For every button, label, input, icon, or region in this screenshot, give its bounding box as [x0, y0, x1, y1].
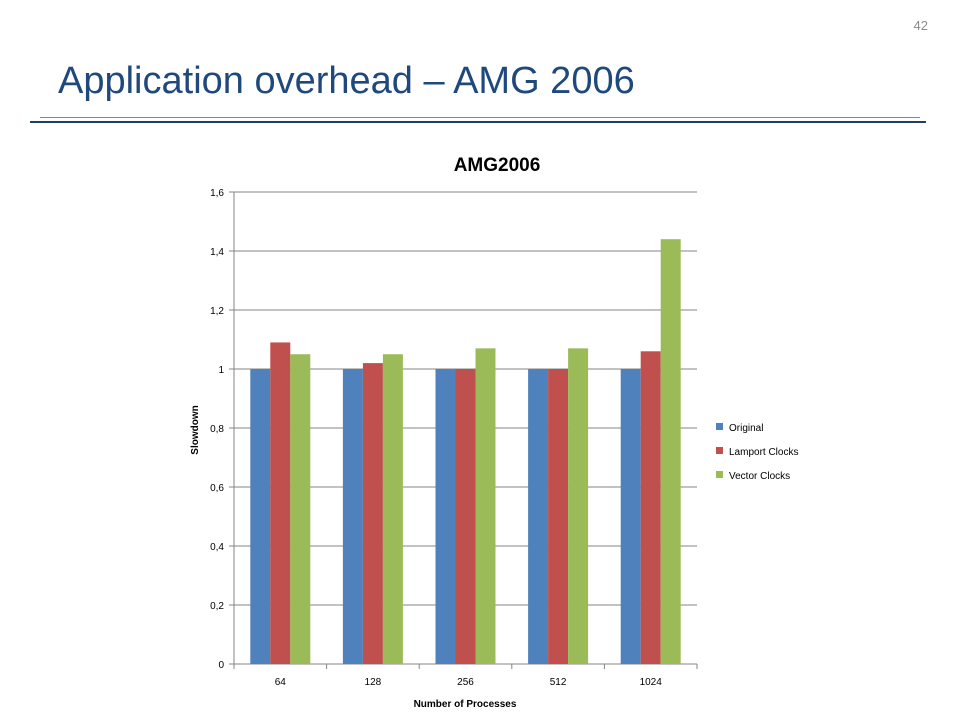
x-tick-label: 256	[457, 677, 474, 688]
legend: Original Lamport Clocks Vector Clocks	[716, 423, 798, 482]
legend-swatch	[716, 471, 723, 478]
y-tick-label: 1,2	[210, 306, 224, 317]
legend-swatch	[716, 447, 723, 454]
y-tick-label: 1,6	[210, 188, 224, 199]
chart-title: AMG2006	[454, 155, 541, 176]
bar	[342, 369, 363, 664]
bar	[382, 354, 403, 664]
slide-title: Application overhead – AMG 2006	[58, 60, 635, 102]
bar	[250, 369, 271, 664]
y-tick-label: 1	[218, 365, 224, 376]
bar	[528, 369, 549, 664]
bar	[455, 369, 476, 664]
title-underline-orange	[40, 117, 920, 118]
y-tick-label: 0,4	[210, 542, 224, 553]
y-tick-label: 0,6	[210, 483, 224, 494]
legend-label: Vector Clocks	[729, 471, 790, 482]
x-tick-label: 128	[365, 677, 382, 688]
title-underline-navy	[30, 121, 926, 123]
bar	[290, 354, 311, 664]
bar	[548, 369, 569, 664]
slide-number: 42	[913, 18, 928, 33]
bar	[362, 363, 383, 664]
plot-area: 0 0,2 0,4 0,6 0,8 1 1,2 1,4 1,6 64 128 256 512 1024	[210, 188, 698, 688]
y-tick-label: 1,4	[210, 247, 224, 258]
legend-label: Lamport Clocks	[729, 447, 798, 458]
x-tick-label: 64	[275, 677, 287, 688]
bar	[475, 348, 496, 664]
y-tick-label: 0,8	[210, 424, 224, 435]
bar	[620, 369, 641, 664]
bar	[640, 351, 661, 664]
legend-label: Original	[729, 423, 763, 434]
legend-swatch	[716, 423, 723, 430]
x-tick-label: 1024	[640, 677, 663, 688]
x-tick-label: 512	[550, 677, 567, 688]
y-axis-label: Slowdown	[190, 405, 201, 454]
bar	[660, 239, 681, 664]
y-tick-label: 0,2	[210, 601, 224, 612]
bar	[270, 342, 291, 664]
x-axis-label: Number of Processes	[414, 699, 517, 710]
bar	[435, 369, 456, 664]
y-tick-label: 0	[218, 660, 224, 671]
bar	[568, 348, 589, 664]
